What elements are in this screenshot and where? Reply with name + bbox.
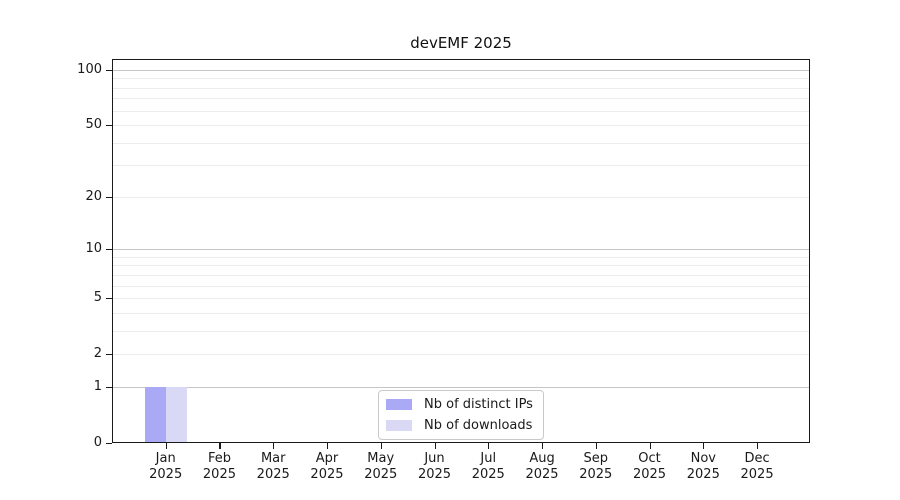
gridline-minor	[113, 165, 809, 167]
gridline-minor	[113, 98, 809, 100]
y-axis-tick	[106, 386, 112, 389]
y-axis-tick	[106, 443, 112, 445]
x-axis-tick-label: Mar 2025	[256, 451, 290, 482]
gridline-minor	[113, 110, 809, 112]
gridline-minor	[113, 87, 809, 89]
x-axis-tick	[165, 443, 167, 449]
y-axis-tick-label: 10	[85, 241, 102, 257]
bar-nb-of-downloads-jan	[165, 386, 187, 443]
x-axis-tick-label: Feb 2025	[202, 451, 236, 482]
gridline-major	[113, 249, 809, 251]
y-axis-tick	[106, 298, 112, 300]
x-axis-tick-label: Oct 2025	[632, 451, 667, 482]
x-axis-tick	[380, 443, 382, 449]
bar-nb-of-distinct-ips-jan	[144, 386, 166, 443]
gridline-minor	[113, 265, 809, 267]
gridline-minor	[113, 196, 809, 198]
y-axis-tick-label: 100	[77, 62, 102, 77]
x-axis-tick-label: May 2025	[364, 451, 398, 482]
x-axis-tick	[649, 443, 651, 449]
x-axis-tick	[757, 443, 759, 449]
gridline-minor	[113, 256, 809, 258]
y-axis-tick	[106, 196, 112, 199]
gridline-major	[113, 70, 809, 71]
x-axis-tick-label: Sep 2025	[579, 451, 613, 482]
x-axis-tick	[595, 443, 597, 449]
y-axis-tick	[106, 249, 112, 251]
x-axis-tick-label: Aug 2025	[525, 451, 559, 482]
legend-item-downloads: Nb of downloads	[386, 418, 543, 433]
x-axis-tick	[434, 443, 436, 449]
gridline-minor	[113, 78, 809, 80]
legend: Nb of distinct IPs Nb of downloads	[378, 390, 544, 440]
gridline-minor	[113, 354, 809, 356]
legend-swatch-distinct-ips-icon	[386, 399, 412, 410]
gridline-major	[113, 386, 809, 388]
gridline-minor	[113, 125, 809, 127]
y-axis-tick-label: 1	[93, 378, 102, 394]
x-axis-tick	[273, 443, 275, 449]
x-axis-tick-label: Jan 2025	[149, 451, 183, 482]
x-axis-tick-label: Apr 2025	[310, 451, 344, 482]
y-axis-tick-label: 0	[93, 435, 102, 450]
gridline-minor	[113, 312, 809, 314]
x-axis-tick-label: Jun 2025	[417, 451, 452, 482]
gridline-minor	[113, 142, 809, 144]
gridline-minor	[113, 285, 809, 287]
chart-title: devEMF 2025	[410, 34, 512, 52]
x-axis-tick	[703, 443, 705, 449]
x-axis-tick	[326, 443, 329, 449]
x-axis-tick-label: Dec 2025	[740, 451, 774, 482]
y-axis-tick-label: 2	[93, 346, 102, 362]
legend-item-distinct-ips: Nb of distinct IPs	[386, 397, 543, 412]
gridline-minor	[113, 330, 809, 332]
x-axis-tick	[542, 443, 544, 449]
y-axis-tick	[106, 354, 112, 356]
legend-swatch-downloads-icon	[386, 420, 412, 431]
x-axis-tick	[219, 443, 221, 449]
plot-border	[112, 59, 810, 443]
y-axis-tick	[106, 70, 112, 72]
y-axis-tick	[106, 125, 112, 127]
gridline-minor	[113, 274, 809, 276]
x-axis-tick-label: Jul 2025	[471, 451, 505, 482]
y-axis-tick-label: 5	[93, 290, 102, 306]
gridline-minor	[113, 298, 809, 300]
y-axis-tick-label: 50	[85, 117, 102, 133]
legend-label-downloads: Nb of downloads	[424, 418, 533, 433]
y-axis-tick-label: 20	[85, 188, 102, 204]
x-axis-tick-label: Nov 2025	[686, 451, 720, 482]
legend-label-distinct-ips: Nb of distinct IPs	[424, 397, 533, 412]
x-axis-tick	[488, 443, 490, 449]
